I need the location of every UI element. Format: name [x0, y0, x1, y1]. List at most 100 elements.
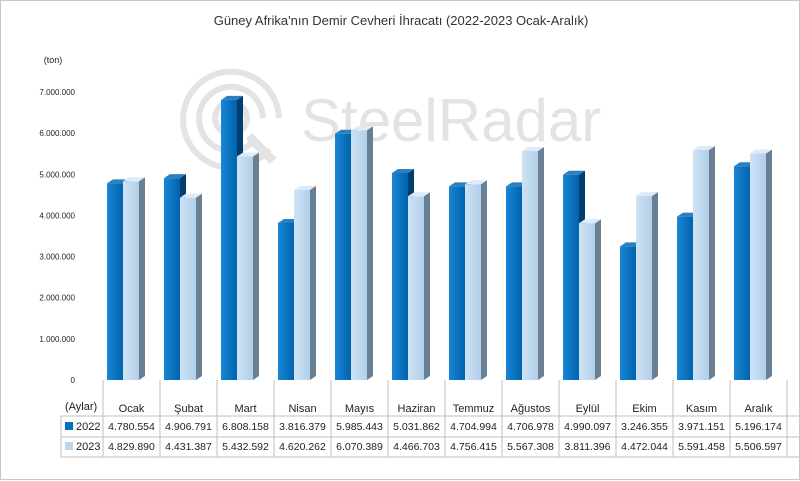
data-label: 3.811.396 — [565, 441, 611, 453]
y-tick-label: 0 — [71, 376, 76, 385]
bar-top — [221, 95, 243, 100]
y-tick-label: 2.000.000 — [39, 294, 75, 303]
data-label: 3.816.379 — [279, 421, 326, 433]
legend-swatch — [65, 442, 73, 450]
data-label: 4.620.262 — [279, 441, 326, 453]
bar — [123, 181, 139, 380]
bar — [392, 172, 408, 380]
bar-top — [123, 177, 145, 182]
bar-side — [139, 177, 145, 380]
y-tick-label: 7.000.000 — [39, 88, 75, 97]
category-label: Mayıs — [345, 403, 375, 415]
bar-side — [367, 126, 373, 380]
bar-side — [481, 180, 487, 380]
bar-top — [351, 126, 373, 131]
bar-side — [424, 192, 430, 380]
data-label: 6.070.389 — [336, 441, 383, 453]
category-label: Temmuz — [453, 403, 495, 415]
bar-side — [652, 192, 658, 380]
chart-title: Güney Afrika'nın Demir Cevheri İhracatı … — [214, 13, 589, 28]
bar — [677, 216, 693, 380]
category-label: Mart — [235, 403, 257, 415]
bar — [278, 222, 294, 380]
category-label: Ocak — [119, 403, 145, 415]
data-label: 5.432.592 — [222, 441, 269, 453]
bar-top — [180, 193, 202, 198]
bar-top — [636, 192, 658, 197]
y-tick-label: 5.000.000 — [39, 170, 75, 179]
legend-swatch — [65, 422, 73, 430]
data-label: 5.506.597 — [735, 441, 782, 453]
y-axis-ticks: 0 1.000.000 2.000.000 3.000.000 4.000.000 5.0… — [39, 88, 75, 385]
data-label: 4.756.415 — [450, 441, 497, 453]
category-label: Haziran — [398, 403, 436, 415]
bar-top — [750, 149, 772, 154]
bar — [465, 184, 481, 380]
category-label: Şubat — [174, 403, 203, 415]
bar — [750, 153, 766, 380]
data-label: 4.472.044 — [621, 441, 668, 453]
y-tick-label: 3.000.000 — [39, 253, 75, 262]
bar — [335, 133, 351, 380]
bar — [620, 246, 636, 380]
data-label: 5.567.308 — [507, 441, 554, 453]
bar — [693, 149, 709, 380]
bar — [408, 196, 424, 380]
bar — [579, 223, 595, 380]
data-label: 4.431.387 — [165, 441, 212, 453]
data-label: 5.196.174 — [735, 421, 782, 433]
bar-top — [522, 146, 544, 151]
category-label: Nisan — [288, 403, 316, 415]
data-label: 3.971.151 — [678, 421, 725, 433]
y-tick-label: 6.000.000 — [39, 129, 75, 138]
category-label: Kasım — [686, 403, 717, 415]
category-label: Aralık — [744, 403, 773, 415]
legend-label: 2023 — [76, 441, 100, 453]
bar — [180, 197, 196, 380]
x-axis-label: (Aylar) — [65, 401, 97, 413]
y-tick-label: 4.000.000 — [39, 211, 75, 220]
bar — [449, 186, 465, 380]
data-label: 4.706.978 — [507, 421, 554, 433]
bars — [107, 95, 772, 380]
category-label: Eylül — [576, 403, 600, 415]
data-label: 4.466.703 — [393, 441, 440, 453]
bar — [636, 196, 652, 380]
bar — [164, 178, 180, 380]
bar — [221, 99, 237, 380]
bar — [563, 174, 579, 380]
data-label: 4.780.554 — [108, 421, 155, 433]
bar-side — [538, 146, 544, 380]
bar-side — [253, 152, 259, 380]
data-label: 4.829.890 — [108, 441, 155, 453]
bar — [734, 166, 750, 380]
category-label: Ekim — [632, 403, 656, 415]
bar-top — [164, 174, 186, 179]
bar — [522, 150, 538, 380]
bar-top — [563, 170, 585, 175]
bar-top — [408, 192, 430, 197]
data-label: 6.808.158 — [222, 421, 269, 433]
bar — [351, 130, 367, 380]
bar-top — [392, 168, 414, 173]
bar — [506, 186, 522, 380]
data-label: 5.591.458 — [678, 441, 725, 453]
y-tick-label: 1.000.000 — [39, 335, 75, 344]
bar-side — [709, 145, 715, 380]
data-label: 5.985.443 — [336, 421, 383, 433]
bar-top — [237, 152, 259, 157]
bar — [107, 183, 123, 380]
bar-side — [310, 185, 316, 380]
data-label: 5.031.862 — [393, 421, 440, 433]
bar-side — [766, 149, 772, 380]
y-axis-unit: (ton) — [44, 55, 63, 65]
category-label: Ağustos — [511, 403, 551, 415]
bar — [294, 189, 310, 380]
bar-side — [595, 219, 601, 380]
data-label: 3.246.355 — [621, 421, 668, 433]
bar-top — [693, 145, 715, 150]
bar-top — [294, 185, 316, 190]
bar-side — [196, 193, 202, 380]
